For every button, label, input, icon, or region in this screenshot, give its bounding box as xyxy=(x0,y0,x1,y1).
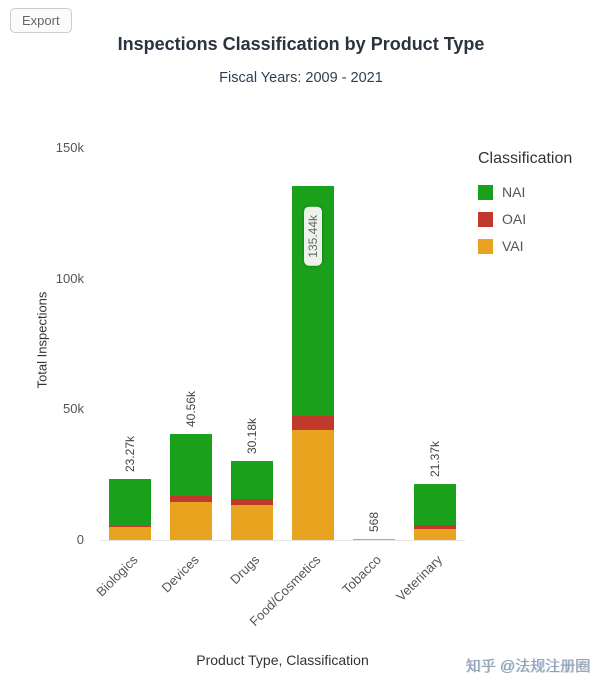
bar-segment-nai[interactable] xyxy=(352,538,395,540)
bar-segment-oai[interactable] xyxy=(109,525,152,528)
legend-item-vai[interactable]: VAI xyxy=(478,238,598,254)
bar-value-label: 30.18k xyxy=(245,418,260,455)
bar-food-cosmetics[interactable]: 135.44k xyxy=(291,186,334,540)
bar-drugs[interactable]: 30.18k xyxy=(231,418,274,540)
x-tick-cell: Biologics xyxy=(94,542,161,617)
x-axis-title: Product Type, Classification xyxy=(196,652,369,668)
bar-segment-vai[interactable] xyxy=(231,504,274,540)
bar-segment-vai[interactable] xyxy=(170,501,213,540)
legend-item-nai[interactable]: NAI xyxy=(478,184,598,200)
bar-segment-oai[interactable] xyxy=(291,416,334,431)
bar-segment-oai[interactable] xyxy=(231,498,274,505)
x-tick-label: Drugs xyxy=(227,552,263,588)
bar-slot: 568 xyxy=(343,148,404,540)
bar-slot: 30.18k xyxy=(222,148,283,540)
legend: Classification NAI OAI VAI xyxy=(478,150,598,265)
chart-subtitle: Fiscal Years: 2009 - 2021 xyxy=(219,70,383,86)
bar-segment-vai[interactable] xyxy=(413,529,456,540)
bar-segment-nai[interactable] xyxy=(109,479,152,526)
bar-segment-vai[interactable] xyxy=(352,539,395,540)
bar-value-label: 21.37k xyxy=(427,441,442,478)
legend-label: NAI xyxy=(502,184,526,200)
x-tick-cell: Food/Cosmetics xyxy=(246,542,343,629)
bar-segment-vai[interactable] xyxy=(291,430,334,540)
bar-slot: 40.56k xyxy=(161,148,222,540)
bar-value-label: 135.44k xyxy=(303,207,322,267)
legend-label: VAI xyxy=(502,238,524,254)
bar-value-label: 40.56k xyxy=(184,390,199,428)
x-axis-labels: Biologics Devices Drugs Food/Cosmetics Tobac… xyxy=(94,542,465,629)
plot-area: 0 50k 100k 150k 23.27k 40.56k 30.18k 135.44k 56… xyxy=(56,140,465,547)
y-tick-label: 100k xyxy=(55,270,84,286)
y-tick-label: 150k xyxy=(55,140,84,155)
legend-swatch-vai xyxy=(478,238,493,254)
legend-title: Classification xyxy=(478,150,573,167)
bars-container: 23.27k 40.56k 30.18k 135.44k 568 21.37k xyxy=(100,148,465,540)
legend-label: OAI xyxy=(502,211,527,227)
legend-swatch-nai xyxy=(478,184,493,200)
x-tick-label: Devices xyxy=(158,552,202,596)
x-tick-cell: Veterinary xyxy=(393,542,465,617)
bar-value-label: 568 xyxy=(366,511,381,532)
legend-item-oai[interactable]: OAI xyxy=(478,211,598,227)
y-axis-ticks: 0 50k 100k 150k xyxy=(42,140,90,547)
export-button[interactable]: Export xyxy=(10,8,72,33)
x-tick-label: Tobacco xyxy=(339,552,385,597)
watermark: 知乎 @法规注册圈 xyxy=(465,658,590,675)
bar-devices[interactable]: 40.56k xyxy=(170,391,213,540)
bar-segment-oai[interactable] xyxy=(170,495,213,502)
bar-segment-nai[interactable] xyxy=(170,434,213,496)
y-tick-label: 0 xyxy=(76,532,84,547)
bar-veterinary[interactable]: 21.37k xyxy=(413,441,456,540)
y-tick-label: 50k xyxy=(63,401,84,417)
bar-segment-nai[interactable] xyxy=(413,484,456,526)
x-tick-cell: Tobacco xyxy=(339,542,404,617)
bar-value-label: 23.27k xyxy=(123,436,138,473)
legend-entries: NAI OAI VAI xyxy=(478,184,598,254)
bar-slot: 135.44k xyxy=(282,148,343,540)
bar-segment-nai[interactable] xyxy=(231,461,274,499)
chart-title: Inspections Classification by Product Ty… xyxy=(117,34,485,54)
bar-segment-vai[interactable] xyxy=(109,527,152,540)
legend-swatch-oai xyxy=(478,211,493,227)
bar-slot: 21.37k xyxy=(404,148,465,540)
bar-biologics[interactable]: 23.27k xyxy=(109,436,152,540)
x-tick-label: Biologics xyxy=(93,552,142,600)
bar-slot: 23.27k xyxy=(100,148,161,540)
x-tick-cell: Devices xyxy=(158,542,222,617)
bar-tobacco[interactable]: 568 xyxy=(352,512,395,540)
bar-segment-oai[interactable] xyxy=(413,525,456,530)
